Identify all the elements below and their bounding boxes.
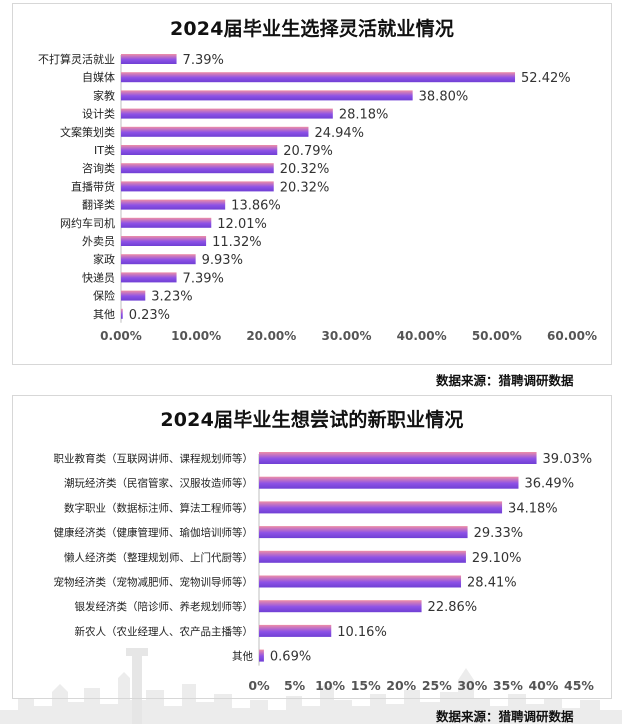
flexible-employment-bar-chart: 不打算灵活就业 7.39% 自媒体 52.42% 家教 38.80% 设计类 28.18% 文案… bbox=[38, 52, 597, 343]
data-label: 0.69% bbox=[270, 650, 311, 665]
data-label: 0.23% bbox=[129, 308, 170, 323]
x-tick-label: 40.00% bbox=[397, 329, 447, 343]
x-tick-label: 0% bbox=[248, 678, 270, 693]
category-label: 保险 bbox=[93, 289, 115, 303]
x-tick-label: 45% bbox=[564, 678, 594, 693]
bar bbox=[259, 624, 332, 637]
x-tick-label: 0.00% bbox=[100, 329, 142, 343]
data-label: 7.39% bbox=[183, 53, 224, 68]
category-label: IT类 bbox=[94, 143, 115, 157]
category-label: 新农人（农业经理人、农产品主播等） bbox=[75, 625, 254, 638]
x-tick-label: 20% bbox=[386, 678, 416, 693]
data-source-note: 数据来源：猎聘调研数据 bbox=[436, 373, 574, 388]
data-label: 29.10% bbox=[472, 551, 522, 566]
bar bbox=[121, 254, 196, 265]
bar bbox=[259, 526, 468, 539]
category-label: 潮玩经济类（民宿管家、汉服妆造师等） bbox=[64, 477, 253, 490]
bar bbox=[259, 550, 466, 563]
data-label: 10.16% bbox=[337, 625, 387, 640]
category-label: 外卖员 bbox=[82, 235, 115, 248]
category-label: 家教 bbox=[93, 88, 115, 102]
data-label: 3.23% bbox=[151, 290, 192, 305]
x-tick-label: 40% bbox=[528, 678, 558, 693]
data-label: 7.39% bbox=[183, 271, 224, 286]
bar bbox=[121, 126, 309, 137]
category-label: 宠物经济类（宠物减肥师、宠物训导师等） bbox=[54, 576, 254, 589]
data-label: 9.93% bbox=[202, 253, 243, 268]
bar bbox=[259, 501, 503, 514]
category-label: 其他 bbox=[93, 308, 115, 321]
category-label: 网约车司机 bbox=[60, 216, 115, 230]
data-label: 29.33% bbox=[474, 526, 524, 541]
data-label: 39.03% bbox=[543, 452, 593, 467]
category-label: 咨询类 bbox=[82, 161, 115, 175]
x-tick-label: 30% bbox=[457, 678, 487, 693]
bar bbox=[121, 272, 177, 283]
bar bbox=[121, 308, 123, 319]
chart-panel-flexible-employment: 2024届毕业生选择灵活就业情况 不打算灵活就业 7.39% 自媒体 52.42% 家教… bbox=[12, 3, 612, 365]
bar bbox=[259, 575, 462, 588]
data-label: 20.32% bbox=[280, 180, 330, 195]
x-tick-label: 10.00% bbox=[171, 329, 221, 343]
data-label: 20.32% bbox=[280, 162, 330, 177]
x-tick-label: 15% bbox=[351, 678, 381, 693]
data-label: 36.49% bbox=[524, 477, 574, 492]
bar bbox=[259, 476, 519, 489]
data-label: 20.79% bbox=[283, 144, 333, 159]
bar bbox=[121, 181, 274, 192]
data-source-note: 数据来源：猎聘调研数据 bbox=[436, 709, 574, 724]
category-label: 懒人经济类（整理规划师、上门代厨等） bbox=[64, 551, 253, 564]
x-tick-label: 30.00% bbox=[322, 329, 372, 343]
category-label: 健康经济类（健康管理师、瑜伽培训师等） bbox=[54, 526, 254, 539]
data-label: 34.18% bbox=[508, 501, 558, 516]
category-label: 职业教育类（互联网讲师、课程规划师等） bbox=[54, 452, 254, 465]
data-label: 11.32% bbox=[212, 235, 262, 250]
category-label: 文案策划类 bbox=[60, 125, 115, 139]
category-label: 快递员 bbox=[82, 270, 115, 284]
chart-title: 2024届毕业生选择灵活就业情况 bbox=[169, 18, 455, 40]
data-label: 22.86% bbox=[428, 600, 478, 615]
bar bbox=[259, 600, 422, 613]
city-skyline-watermark bbox=[0, 648, 622, 724]
data-label: 38.80% bbox=[419, 89, 469, 104]
data-label: 13.86% bbox=[231, 199, 281, 214]
bar bbox=[121, 199, 226, 210]
category-label: 数字职业（数据标注师、算法工程师等） bbox=[64, 501, 253, 514]
category-label: 自媒体 bbox=[82, 70, 115, 84]
bar bbox=[121, 236, 207, 246]
category-label: 设计类 bbox=[82, 107, 115, 121]
data-label: 28.41% bbox=[467, 576, 517, 591]
x-tick-label: 50.00% bbox=[472, 329, 522, 343]
x-tick-label: 25% bbox=[422, 678, 452, 693]
data-label: 28.18% bbox=[339, 108, 389, 123]
x-tick-label: 35% bbox=[493, 678, 523, 693]
chart-title: 2024届毕业生想尝试的新职业情况 bbox=[160, 409, 464, 431]
category-label: 银发经济类（陪诊师、养老规划师等） bbox=[75, 600, 254, 613]
data-label: 12.01% bbox=[217, 217, 267, 232]
x-tick-label: 20.00% bbox=[246, 329, 296, 343]
data-label: 52.42% bbox=[521, 71, 571, 86]
category-label: 其他 bbox=[232, 650, 253, 663]
bar bbox=[121, 217, 212, 228]
x-tick-label: 10% bbox=[315, 678, 345, 693]
x-tick-label: 60.00% bbox=[547, 329, 597, 343]
bar bbox=[121, 145, 278, 155]
bar bbox=[121, 108, 333, 119]
category-label: 直播带货 bbox=[71, 179, 115, 193]
bar bbox=[121, 290, 146, 301]
category-label: 不打算灵活就业 bbox=[38, 52, 115, 66]
bar bbox=[121, 163, 274, 174]
x-tick-label: 5% bbox=[284, 678, 306, 693]
bar bbox=[259, 649, 264, 662]
new-occupations-bar-chart: 职业教育类（互联网讲师、课程规划师等） 39.03% 潮玩经济类（民宿管家、汉服妆造… bbox=[54, 452, 594, 693]
data-label: 24.94% bbox=[314, 126, 364, 141]
category-label: 翻译类 bbox=[82, 198, 115, 212]
bar bbox=[121, 72, 516, 83]
bar bbox=[259, 452, 537, 464]
bar bbox=[121, 54, 177, 64]
chart-panel-new-occupations: 2024届毕业生想尝试的新职业情况 职业教育类（互联网讲师、课程规划师等） 39.… bbox=[12, 395, 612, 699]
category-label: 家政 bbox=[93, 252, 115, 266]
bar bbox=[121, 90, 413, 101]
